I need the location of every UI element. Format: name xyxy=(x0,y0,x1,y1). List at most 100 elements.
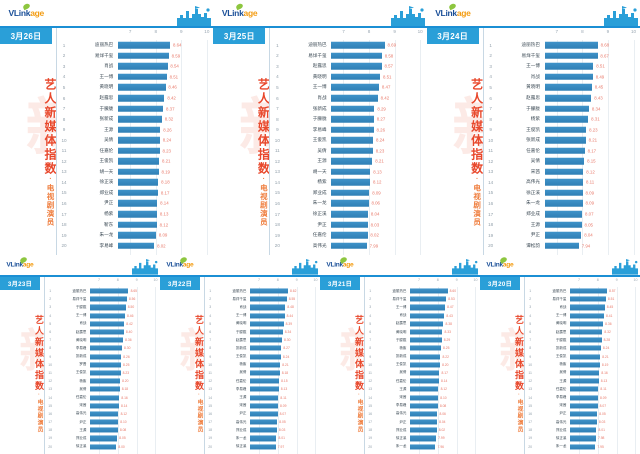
table-row[interactable]: 15 宋茜 8.14 xyxy=(45,402,160,410)
table-row[interactable]: 2 易烊千玺 8.56 xyxy=(45,295,160,303)
table-row[interactable]: 3 肖战 8.45 xyxy=(525,303,640,311)
table-row[interactable]: 19 徐正溪 7.98 xyxy=(525,434,640,442)
table-row[interactable]: 5 黄晓明 8.45 xyxy=(484,82,640,93)
table-row[interactable]: 12 王源 8.13 xyxy=(525,377,640,385)
table-row[interactable]: 12 吴倩 8.15 xyxy=(484,156,640,167)
table-row[interactable]: 20 朱一龙 7.96 xyxy=(365,443,480,451)
table-row[interactable]: 11 吴倩 8.16 xyxy=(525,369,640,377)
table-row[interactable]: 8 张新成 8.24 xyxy=(525,344,640,352)
table-row[interactable]: 9 张新成 8.26 xyxy=(45,353,160,361)
table-row[interactable]: 19 任嘉伦 8.02 xyxy=(270,230,426,241)
table-row[interactable]: 12 任嘉伦 8.15 xyxy=(205,377,320,385)
table-row[interactable]: 9 王俊凯 8.21 xyxy=(525,353,640,361)
table-row[interactable]: 16 尹正 8.14 xyxy=(57,198,213,209)
table-row[interactable]: 3 肖战 8.54 xyxy=(57,61,213,72)
table-row[interactable]: 2 易烊千玺 8.55 xyxy=(205,295,320,303)
table-row[interactable]: 2 易烊千玺 8.58 xyxy=(270,51,426,62)
table-row[interactable]: 1 迪丽热巴 8.65 xyxy=(45,287,160,295)
table-row[interactable]: 9 王俊凯 8.23 xyxy=(484,124,640,135)
table-row[interactable]: 19 朱一龙 8.09 xyxy=(57,230,213,241)
table-row[interactable]: 16 尹正 8.07 xyxy=(205,410,320,418)
table-row[interactable]: 13 王源 8.12 xyxy=(365,385,480,393)
table-row[interactable]: 14 徐正溪 8.18 xyxy=(57,177,213,188)
table-row[interactable]: 1 迪丽热巴 8.62 xyxy=(205,287,320,295)
table-row[interactable]: 7 于朦胧 8.34 xyxy=(484,103,640,114)
table-row[interactable]: 6 赵露思 8.42 xyxy=(57,93,213,104)
table-row[interactable]: 14 王源 8.11 xyxy=(205,393,320,401)
table-row[interactable]: 10 王俊凯 8.24 xyxy=(270,135,426,146)
table-row[interactable]: 16 高伟光 8.12 xyxy=(45,410,160,418)
table-row[interactable]: 13 胡一天 8.19 xyxy=(57,167,213,178)
date-tab[interactable]: 3月21日 xyxy=(320,277,360,290)
table-row[interactable]: 13 吴倩 8.18 xyxy=(45,385,160,393)
table-row[interactable]: 13 宋茜 8.12 xyxy=(484,167,640,178)
table-row[interactable]: 11 任嘉伦 8.17 xyxy=(484,145,640,156)
table-row[interactable]: 17 尹正 8.04 xyxy=(365,418,480,426)
table-row[interactable]: 14 李易峰 8.09 xyxy=(525,393,640,401)
table-row[interactable]: 8 张新成 8.27 xyxy=(205,344,320,352)
table-row[interactable]: 13 李易峰 8.13 xyxy=(205,385,320,393)
table-row[interactable]: 8 杨紫 8.31 xyxy=(484,114,640,125)
table-row[interactable]: 7 黄晓明 8.36 xyxy=(45,336,160,344)
table-row[interactable]: 1 迪丽热巴 8.60 xyxy=(365,287,480,295)
table-row[interactable]: 10 吴倩 8.24 xyxy=(57,135,213,146)
table-row[interactable]: 10 王俊凯 8.20 xyxy=(365,361,480,369)
table-row[interactable]: 16 尹正 8.05 xyxy=(525,410,640,418)
table-row[interactable]: 10 张新成 8.21 xyxy=(484,135,640,146)
table-row[interactable]: 1 迪丽热巴 8.68 xyxy=(484,40,640,51)
table-row[interactable]: 14 杨紫 8.12 xyxy=(270,177,426,188)
table-row[interactable]: 1 迪丽热巴 8.69 xyxy=(270,40,426,51)
table-row[interactable]: 1 迪丽热巴 8.57 xyxy=(525,287,640,295)
table-row[interactable]: 12 杨紫 8.20 xyxy=(45,377,160,385)
table-row[interactable]: 9 王俊凯 8.24 xyxy=(205,353,320,361)
table-row[interactable]: 9 张新成 8.22 xyxy=(365,353,480,361)
table-row[interactable]: 11 王俊凯 8.23 xyxy=(45,369,160,377)
table-row[interactable]: 3 赵露思 8.57 xyxy=(270,61,426,72)
table-row[interactable]: 17 高伟光 8.05 xyxy=(205,418,320,426)
table-row[interactable]: 14 宋茜 8.10 xyxy=(365,393,480,401)
table-row[interactable]: 18 郑业成 8.03 xyxy=(205,426,320,434)
table-row[interactable]: 15 宋茜 8.09 xyxy=(205,402,320,410)
table-row[interactable]: 16 高伟光 8.06 xyxy=(365,410,480,418)
table-row[interactable]: 4 王一博 8.41 xyxy=(525,312,640,320)
table-row[interactable]: 6 赵露思 8.40 xyxy=(45,328,160,336)
date-tab[interactable]: 3月20日 xyxy=(480,277,520,290)
table-row[interactable]: 4 王一博 8.46 xyxy=(45,312,160,320)
table-row[interactable]: 6 赵露思 8.43 xyxy=(484,93,640,104)
table-row[interactable]: 5 赵露思 8.38 xyxy=(365,320,480,328)
table-row[interactable]: 16 朱一龙 8.09 xyxy=(484,198,640,209)
table-row[interactable]: 5 黄晓明 8.46 xyxy=(57,82,213,93)
table-row[interactable]: 4 王一博 8.44 xyxy=(205,312,320,320)
table-row[interactable]: 2 易烊千玺 8.59 xyxy=(57,51,213,62)
table-row[interactable]: 12 王源 8.21 xyxy=(270,156,426,167)
table-row[interactable]: 17 尹正 8.10 xyxy=(45,418,160,426)
table-row[interactable]: 15 徐正溪 8.09 xyxy=(484,188,640,199)
table-row[interactable]: 7 赵露思 8.30 xyxy=(205,336,320,344)
table-row[interactable]: 4 肖战 8.49 xyxy=(484,72,640,83)
table-row[interactable]: 13 胡一天 8.13 xyxy=(270,167,426,178)
table-row[interactable]: 8 杨紫 8.25 xyxy=(365,344,480,352)
table-row[interactable]: 10 杨紫 8.21 xyxy=(205,361,320,369)
table-row[interactable]: 2 易烊千玺 8.51 xyxy=(525,295,640,303)
table-row[interactable]: 19 徐正溪 7.99 xyxy=(365,434,480,442)
date-tab[interactable]: 3月26日 xyxy=(0,28,52,44)
table-row[interactable]: 8 于朦胧 8.27 xyxy=(270,114,426,125)
table-row[interactable]: 18 靳东 8.12 xyxy=(57,219,213,230)
date-tab[interactable]: 3月24日 xyxy=(426,28,479,44)
table-row[interactable]: 20 朱一龙 7.95 xyxy=(525,443,640,451)
table-row[interactable]: 16 朱一龙 8.06 xyxy=(270,198,426,209)
date-tab[interactable]: 3月25日 xyxy=(213,28,266,44)
table-row[interactable]: 19 尹正 8.04 xyxy=(484,230,640,241)
table-row[interactable]: 20 谭松韵 7.94 xyxy=(484,240,640,251)
table-row[interactable]: 2 易烊千玺 8.67 xyxy=(484,51,640,62)
table-row[interactable]: 5 肖战 8.42 xyxy=(45,320,160,328)
table-row[interactable]: 7 张新成 8.29 xyxy=(270,103,426,114)
table-row[interactable]: 18 尹正 8.03 xyxy=(270,219,426,230)
table-row[interactable]: 18 王源 8.05 xyxy=(484,219,640,230)
table-row[interactable]: 7 于朦胧 8.28 xyxy=(525,336,640,344)
table-row[interactable]: 19 朱一龙 8.01 xyxy=(205,434,320,442)
table-row[interactable]: 9 李易峰 8.26 xyxy=(270,124,426,135)
table-row[interactable]: 12 王俊凯 8.21 xyxy=(57,156,213,167)
table-row[interactable]: 5 王一博 8.47 xyxy=(270,82,426,93)
table-row[interactable]: 17 郑业成 8.07 xyxy=(484,209,640,220)
